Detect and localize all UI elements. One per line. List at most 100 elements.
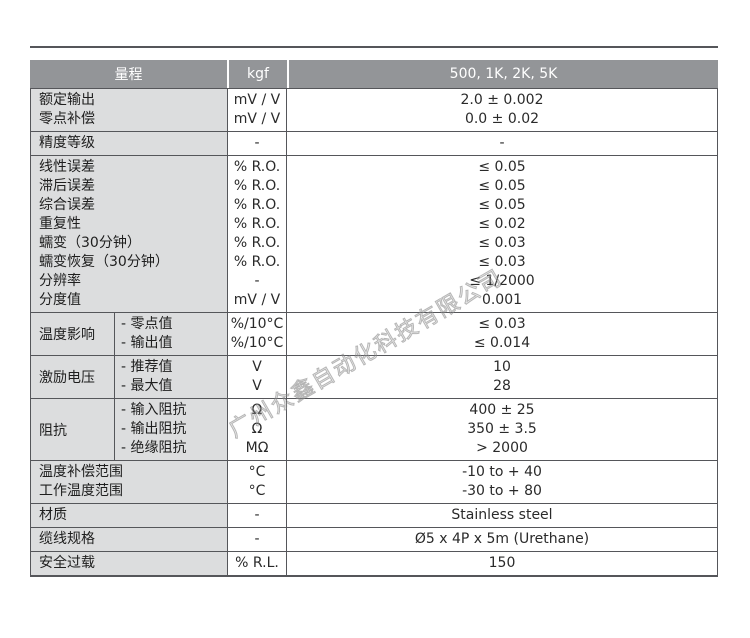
- spec-value: 0.0 ± 0.02: [464, 111, 540, 127]
- row-sublabel-column: - 推荐值 - 最大值: [114, 356, 227, 398]
- row-sublabel: - 输出值: [121, 335, 173, 351]
- unit-value: mV / V: [233, 111, 281, 127]
- row-unit-cell: % R.O. % R.O. % R.O. % R.O. % R.O. % R.O. - mV …: [227, 156, 287, 312]
- row-sublabel: - 最大值: [121, 378, 173, 394]
- table-row-group: 阻抗 - 输入阻抗 - 输出阻抗 - 绝缘阻抗 Ω Ω MΩ 400 ± 25 350 ± 3.…: [30, 398, 718, 460]
- spec-value: -10 to + 40: [462, 464, 542, 480]
- row-value-cell: Stainless steel: [287, 504, 718, 527]
- spec-value: ≤ 0.03: [478, 235, 526, 251]
- unit-value: %/10°C: [230, 335, 284, 351]
- table-row-group: 缆线规格 - Ø5 x 4P x 5m (Urethane): [30, 527, 718, 551]
- row-value-cell: ≤ 0.05 ≤ 0.05 ≤ 0.05 ≤ 0.02 ≤ 0.03 ≤ 0.03 ≤ 1/…: [287, 156, 718, 312]
- row-label: 蠕变（30分钟）: [39, 235, 141, 251]
- spec-value: -: [499, 135, 505, 151]
- spec-value: 150: [488, 555, 516, 571]
- row-label: 重复性: [39, 216, 81, 232]
- row-sublabel: - 推荐值: [121, 359, 173, 375]
- row-unit-cell: Ω Ω MΩ: [227, 399, 287, 460]
- row-unit-cell: -: [227, 504, 287, 527]
- spec-value: ≤ 0.05: [478, 197, 526, 213]
- row-label: 分辨率: [39, 273, 81, 289]
- spec-value: ≤ 0.05: [478, 178, 526, 194]
- unit-value: %/10°C: [230, 316, 284, 332]
- spec-value: ≤ 0.03: [478, 254, 526, 270]
- row-value-cell: -10 to + 40 -30 to + 80: [287, 461, 718, 503]
- unit-value: mV / V: [233, 292, 281, 308]
- row-unit-cell: -: [227, 132, 287, 155]
- table-row-group: 温度补偿范围 工作温度范围 °C °C -10 to + 40 -30 to + 80: [30, 460, 718, 503]
- unit-value: V: [252, 359, 262, 375]
- row-label: 精度等级: [39, 135, 95, 151]
- row-label-cell: 线性误差 滞后误差 综合误差 重复性 蠕变（30分钟） 蠕变恢复（30分钟） 分辨率 分度值: [30, 156, 227, 312]
- spec-value: 10: [493, 359, 511, 375]
- unit-value: MΩ: [245, 440, 269, 456]
- row-unit-cell: %/10°C %/10°C: [227, 313, 287, 355]
- unit-value: Ω: [251, 402, 263, 418]
- row-group-label: 阻抗: [39, 422, 67, 439]
- row-label: 安全过载: [39, 555, 95, 571]
- row-group-label: 激励电压: [39, 370, 95, 386]
- row-value-cell: 400 ± 25 350 ± 3.5 > 2000: [287, 399, 718, 460]
- spec-value: 28: [493, 378, 511, 394]
- row-label-cell: 阻抗 - 输入阻抗 - 输出阻抗 - 绝缘阻抗: [30, 399, 227, 460]
- row-label: 滞后误差: [39, 178, 95, 194]
- row-label: 温度补偿范围: [39, 464, 123, 480]
- row-label: 综合误差: [39, 197, 95, 213]
- row-label-cell: 激励电压 - 推荐值 - 最大值: [30, 356, 227, 398]
- row-sublabel-column: - 零点值 - 输出值: [114, 313, 227, 355]
- row-unit-cell: -: [227, 528, 287, 551]
- top-divider: [30, 46, 718, 48]
- spec-value: ≤ 0.03: [478, 316, 526, 332]
- row-label: 工作温度范围: [39, 483, 123, 499]
- spec-value: ≤ 0.014: [473, 335, 531, 351]
- row-label-cell: 安全过载: [30, 552, 227, 575]
- unit-value: °C: [248, 483, 266, 499]
- row-value-cell: -: [287, 132, 718, 155]
- row-value-cell: 2.0 ± 0.002 0.0 ± 0.02: [287, 89, 718, 131]
- unit-value: mV / V: [233, 92, 281, 108]
- unit-value: % R.O.: [233, 159, 281, 175]
- spec-value: Stainless steel: [451, 507, 553, 523]
- spec-value: 350 ± 3.5: [467, 421, 537, 437]
- unit-value: -: [254, 507, 260, 523]
- row-group-label: 温度影响: [39, 327, 95, 343]
- row-unit-cell: mV / V mV / V: [227, 89, 287, 131]
- spec-value: ≤ 1/2000: [469, 273, 535, 289]
- table-row-group: 材质 - Stainless steel: [30, 503, 718, 527]
- header-cell-unit: kgf: [229, 60, 287, 88]
- unit-value: % R.O.: [233, 254, 281, 270]
- spec-value: > 2000: [476, 440, 528, 456]
- spec-value: Ø5 x 4P x 5m (Urethane): [414, 531, 590, 547]
- spec-value: ≤ 0.02: [478, 216, 526, 232]
- row-label-cell: 缆线规格: [30, 528, 227, 551]
- row-label-cell: 材质: [30, 504, 227, 527]
- table-row-group: 安全过载 % R.L. 150: [30, 551, 718, 575]
- unit-value: % R.O.: [233, 178, 281, 194]
- table-row-group: 额定输出零点补偿 mV / V mV / V 2.0 ± 0.002 0.0 ± 0.0…: [30, 88, 718, 131]
- spec-value: ≤ 0.05: [478, 159, 526, 175]
- unit-value: -: [254, 135, 260, 151]
- header-cell-capacities: 500, 1K, 2K, 5K: [289, 60, 718, 88]
- row-label: 分度值: [39, 292, 81, 308]
- row-label: 零点补偿: [39, 111, 95, 127]
- unit-value: % R.L.: [235, 555, 279, 571]
- table-row-group: 温度影响 - 零点值 - 输出值 %/10°C %/10°C ≤ 0.03 ≤ 0.014: [30, 312, 718, 355]
- unit-value: -: [254, 273, 260, 289]
- table-row-group: 激励电压 - 推荐值 - 最大值 V V 10 28: [30, 355, 718, 398]
- row-label: 额定输出: [39, 92, 95, 108]
- header-cell-range: 量程: [30, 60, 227, 88]
- spec-value: 2.0 ± 0.002: [460, 92, 544, 108]
- row-sublabel-column: - 输入阻抗 - 输出阻抗 - 绝缘阻抗: [114, 399, 227, 460]
- row-label-cell: 温度影响 - 零点值 - 输出值: [30, 313, 227, 355]
- row-value-cell: 150: [287, 552, 718, 575]
- unit-value: -: [254, 531, 260, 547]
- row-label: 线性误差: [39, 159, 95, 175]
- unit-value: % R.O.: [233, 216, 281, 232]
- table-row-group: 线性误差 滞后误差 综合误差 重复性 蠕变（30分钟） 蠕变恢复（30分钟） 分辨率 分度值%…: [30, 155, 718, 312]
- row-value-cell: Ø5 x 4P x 5m (Urethane): [287, 528, 718, 551]
- row-value-cell: 10 28: [287, 356, 718, 398]
- spec-value: 0.001: [481, 292, 523, 308]
- row-unit-cell: % R.L.: [227, 552, 287, 575]
